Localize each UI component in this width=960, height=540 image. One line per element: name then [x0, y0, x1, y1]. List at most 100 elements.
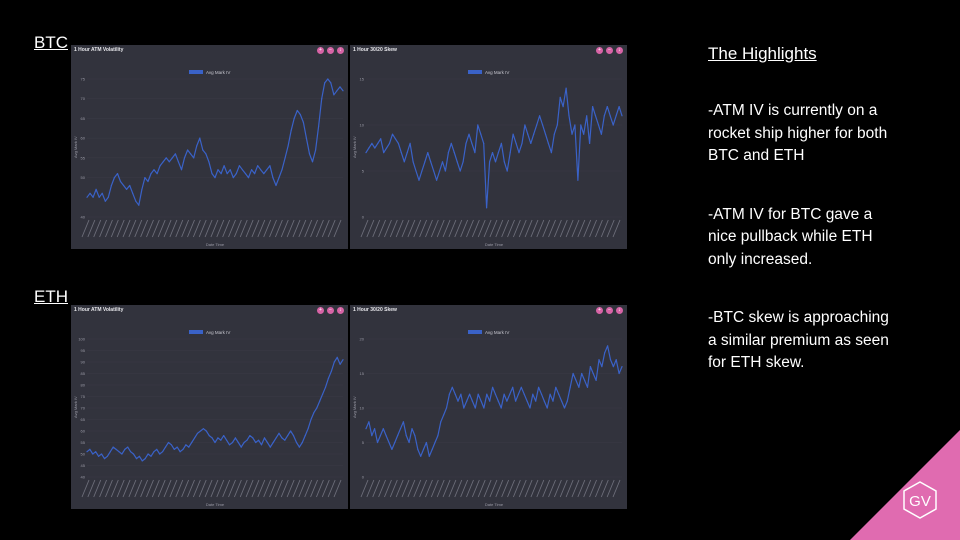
download-icon[interactable]: ↓ [616, 307, 623, 314]
data-point [301, 441, 303, 444]
data-point [466, 400, 468, 402]
x-tick-label [512, 219, 521, 238]
data-point [506, 170, 508, 172]
y-tick-label: 85 [81, 371, 86, 376]
data-point [211, 173, 213, 175]
data-point [130, 451, 132, 453]
legend-swatch [468, 330, 482, 334]
corner-triangle [850, 430, 960, 540]
data-point [330, 370, 332, 372]
zoom-out-icon[interactable]: − [327, 47, 334, 54]
x-tick-label [489, 479, 498, 498]
x-tick-label [175, 219, 184, 238]
data-point [179, 451, 181, 453]
data-point [278, 432, 280, 434]
data-point [322, 393, 324, 395]
zoom-out-icon[interactable]: − [327, 307, 334, 314]
data-point [199, 430, 202, 432]
data-point [471, 142, 473, 144]
x-tick-label [269, 479, 277, 498]
zoom-in-icon[interactable]: + [317, 47, 324, 54]
data-point [445, 407, 448, 409]
data-point [180, 169, 183, 171]
download-icon[interactable]: ↓ [337, 307, 344, 314]
data-point [144, 177, 146, 179]
data-point [199, 137, 201, 139]
x-tick-label [81, 219, 90, 238]
download-icon[interactable]: ↓ [337, 47, 344, 54]
panel-toolbar: + − ↓ [596, 307, 623, 314]
data-point [202, 149, 204, 151]
x-tick-label [612, 219, 621, 238]
x-tick-label [81, 479, 90, 498]
data-point [415, 170, 417, 172]
zoom-out-icon[interactable]: − [606, 47, 613, 54]
data-point [304, 435, 306, 437]
data-point [443, 414, 445, 416]
x-tick-label [321, 219, 330, 238]
download-icon[interactable]: ↓ [616, 47, 623, 54]
x-tick-label [122, 219, 131, 238]
x-tick-label [553, 479, 562, 498]
data-point [269, 165, 271, 167]
zoom-in-icon[interactable]: + [596, 307, 603, 314]
data-point [527, 133, 529, 135]
data-point [162, 161, 164, 163]
x-tick-label [216, 479, 225, 498]
data-point [500, 407, 502, 409]
x-tick-label [286, 219, 295, 238]
data-point [333, 361, 335, 363]
data-point [424, 161, 426, 163]
data-point [406, 152, 408, 154]
data-point [141, 188, 143, 190]
data-point [454, 393, 456, 395]
data-point [529, 407, 531, 409]
x-tick-label [512, 479, 521, 498]
x-tick-label [571, 479, 580, 498]
x-tick-label [606, 479, 615, 498]
x-tick-label [612, 479, 621, 498]
data-point [538, 386, 540, 388]
data-point [258, 439, 260, 441]
x-tick-label [389, 219, 398, 238]
zoom-in-icon[interactable]: + [317, 307, 324, 314]
y-tick-label: 70 [81, 406, 86, 411]
data-point [595, 379, 597, 381]
y-axis-label: Avg Mark IV [352, 396, 357, 418]
x-tick-label [548, 479, 556, 498]
data-point [526, 400, 528, 402]
x-tick-label [565, 479, 574, 498]
data-point [86, 451, 88, 453]
x-tick-label [327, 219, 336, 238]
zoom-out-icon[interactable]: − [606, 307, 613, 314]
gv-logo-corner: GV [850, 430, 960, 540]
x-tick-label [495, 479, 504, 498]
data-point [211, 437, 213, 439]
data-point [601, 366, 603, 368]
data-point [430, 161, 432, 163]
data-point [231, 441, 234, 444]
x-tick-label [99, 219, 107, 238]
data-point [293, 117, 295, 119]
x-tick-label [239, 219, 248, 238]
data-point [540, 393, 543, 395]
data-point [609, 115, 611, 117]
data-point [333, 94, 335, 96]
x-tick-label [548, 219, 556, 238]
data-point [428, 455, 430, 457]
data-point [589, 366, 591, 368]
x-tick-label [436, 479, 445, 498]
zoom-in-icon[interactable]: + [596, 47, 603, 54]
data-point [603, 115, 605, 117]
data-point [578, 386, 580, 388]
x-tick-label [542, 479, 551, 498]
x-tick-label [483, 219, 492, 238]
data-point [238, 165, 240, 167]
x-tick-label [192, 479, 201, 498]
data-point [546, 407, 548, 409]
x-tick-label [151, 219, 160, 238]
data-point [558, 393, 560, 395]
data-point [425, 441, 427, 444]
data-point [208, 161, 210, 163]
data-point [226, 439, 228, 441]
